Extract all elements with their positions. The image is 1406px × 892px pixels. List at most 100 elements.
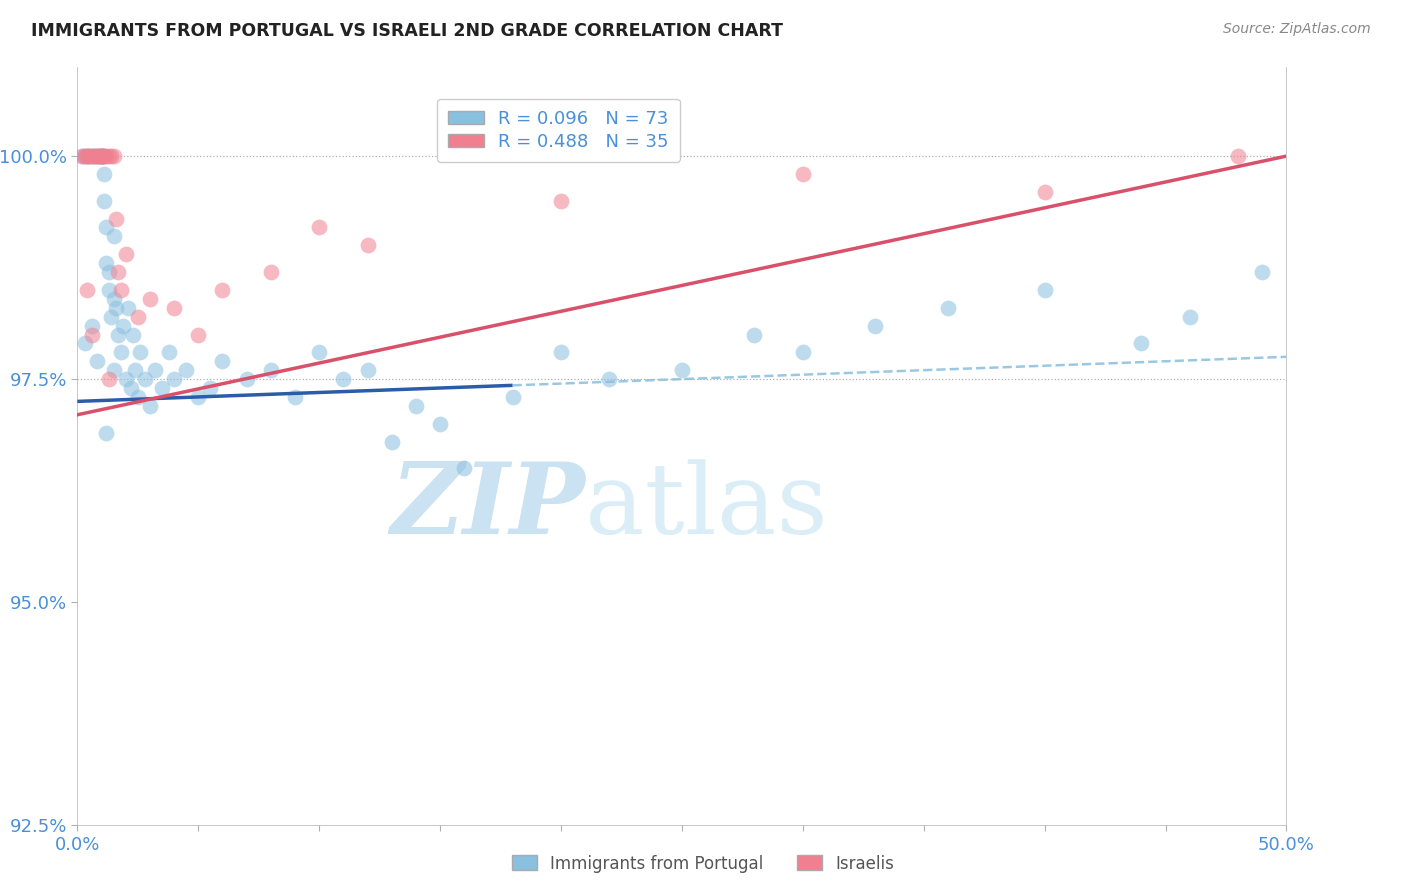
- Point: [1130, 336, 1153, 351]
- Point: [97, 283, 120, 297]
- Point: [792, 345, 814, 359]
- Point: [260, 265, 283, 279]
- Point: [332, 372, 354, 386]
- Point: [1033, 185, 1056, 199]
- Point: [150, 381, 173, 395]
- Point: [86, 149, 108, 163]
- Text: atlas: atlas: [585, 458, 828, 555]
- Point: [114, 372, 136, 386]
- Point: [356, 238, 378, 252]
- Point: [187, 327, 209, 342]
- Point: [93, 194, 115, 208]
- Point: [90, 149, 112, 163]
- Point: [103, 149, 125, 163]
- Point: [100, 149, 122, 163]
- Point: [83, 149, 105, 163]
- Point: [308, 345, 330, 359]
- Point: [127, 310, 149, 324]
- Point: [103, 292, 125, 306]
- Point: [76, 283, 98, 297]
- Point: [70, 149, 93, 163]
- Point: [79, 149, 101, 163]
- Point: [107, 327, 129, 342]
- Point: [76, 149, 98, 163]
- Point: [79, 149, 101, 163]
- Point: [93, 149, 115, 163]
- Point: [284, 390, 307, 404]
- Text: Source: ZipAtlas.com: Source: ZipAtlas.com: [1223, 22, 1371, 37]
- Point: [97, 372, 120, 386]
- Point: [550, 194, 572, 208]
- Point: [73, 149, 96, 163]
- Point: [87, 149, 110, 163]
- Point: [93, 167, 115, 181]
- Point: [381, 434, 404, 449]
- Point: [129, 345, 152, 359]
- Point: [90, 149, 112, 163]
- Point: [80, 318, 103, 333]
- Point: [107, 265, 129, 279]
- Point: [96, 256, 118, 270]
- Point: [90, 149, 112, 163]
- Point: [73, 336, 96, 351]
- Point: [97, 265, 120, 279]
- Point: [96, 220, 118, 235]
- Point: [86, 354, 108, 368]
- Point: [86, 149, 108, 163]
- Point: [792, 167, 814, 181]
- Point: [143, 363, 166, 377]
- Point: [157, 345, 180, 359]
- Point: [174, 363, 197, 377]
- Point: [83, 149, 105, 163]
- Point: [865, 318, 887, 333]
- Point: [1251, 265, 1274, 279]
- Point: [1033, 283, 1056, 297]
- Point: [1227, 149, 1250, 163]
- Point: [114, 247, 136, 261]
- Text: IMMIGRANTS FROM PORTUGAL VS ISRAELI 2ND GRADE CORRELATION CHART: IMMIGRANTS FROM PORTUGAL VS ISRAELI 2ND …: [31, 22, 783, 40]
- Point: [139, 292, 162, 306]
- Point: [127, 390, 149, 404]
- Point: [163, 372, 186, 386]
- Point: [744, 327, 766, 342]
- Legend: Immigrants from Portugal, Israelis: Immigrants from Portugal, Israelis: [505, 848, 901, 880]
- Point: [1178, 310, 1201, 324]
- Point: [112, 318, 135, 333]
- Point: [211, 283, 233, 297]
- Point: [260, 363, 283, 377]
- Point: [122, 327, 145, 342]
- Text: ZIP: ZIP: [391, 458, 585, 555]
- Point: [103, 229, 125, 244]
- Point: [936, 301, 959, 315]
- Point: [73, 149, 96, 163]
- Point: [502, 390, 524, 404]
- Point: [105, 301, 128, 315]
- Point: [96, 425, 118, 440]
- Point: [308, 220, 330, 235]
- Point: [105, 211, 128, 226]
- Point: [100, 310, 122, 324]
- Point: [93, 149, 115, 163]
- Point: [139, 399, 162, 413]
- Point: [86, 149, 108, 163]
- Point: [598, 372, 620, 386]
- Point: [90, 149, 112, 163]
- Point: [134, 372, 156, 386]
- Point: [70, 149, 93, 163]
- Point: [96, 149, 118, 163]
- Point: [671, 363, 693, 377]
- Point: [200, 381, 222, 395]
- Point: [90, 149, 112, 163]
- Point: [124, 363, 146, 377]
- Point: [429, 417, 451, 431]
- Point: [76, 149, 98, 163]
- Point: [187, 390, 209, 404]
- Point: [120, 381, 142, 395]
- Point: [87, 149, 110, 163]
- Point: [90, 149, 112, 163]
- Point: [117, 301, 139, 315]
- Point: [211, 354, 233, 368]
- Point: [405, 399, 427, 413]
- Point: [80, 327, 103, 342]
- Legend: R = 0.096   N = 73, R = 0.488   N = 35: R = 0.096 N = 73, R = 0.488 N = 35: [437, 99, 679, 161]
